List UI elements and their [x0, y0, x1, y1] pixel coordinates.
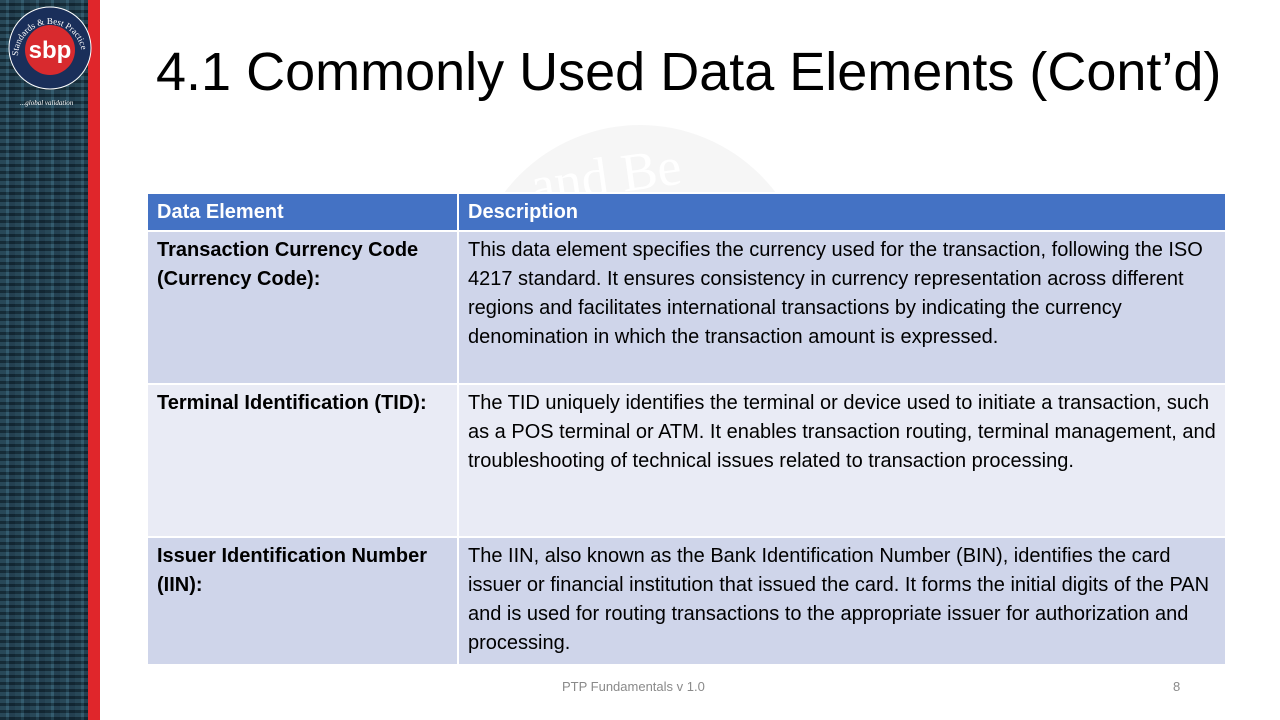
sidebar-background [0, 0, 88, 720]
table-row: Transaction Currency Code (Currency Code… [146, 230, 1227, 385]
slide-title: 4.1 Commonly Used Data Elements (Cont’d) [156, 42, 1222, 102]
table-row: Terminal Identification (TID): The TID u… [146, 383, 1227, 538]
table-row: Issuer Identification Number (IIN): The … [146, 536, 1227, 666]
sbp-logo: sbp Standards & Best Practice [8, 6, 92, 90]
element-description: This data element specifies the currency… [457, 230, 1227, 385]
table-header-row: Data Element Description [146, 192, 1227, 232]
red-stripe [88, 0, 100, 720]
header-description: Description [457, 192, 1227, 232]
svg-text:sbp: sbp [29, 37, 72, 64]
page-number: 8 [1173, 679, 1181, 694]
element-description: The IIN, also known as the Bank Identifi… [457, 536, 1227, 666]
element-name: Transaction Currency Code (Currency Code… [146, 230, 459, 385]
logo-tagline: ...global validation [20, 99, 74, 107]
element-name: Issuer Identification Number (IIN): [146, 536, 459, 666]
header-data-element: Data Element [146, 192, 459, 232]
element-description: The TID uniquely identifies the terminal… [457, 383, 1227, 538]
footer-text: PTP Fundamentals v 1.0 [562, 679, 705, 694]
data-elements-table: Data Element Description Transaction Cur… [146, 192, 1227, 666]
element-name: Terminal Identification (TID): [146, 383, 459, 538]
